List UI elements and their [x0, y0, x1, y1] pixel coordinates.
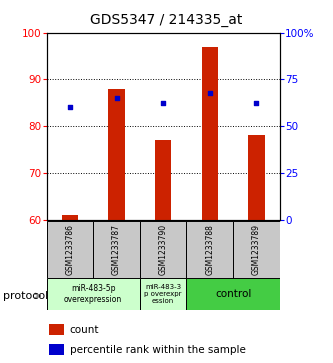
- Text: percentile rank within the sample: percentile rank within the sample: [70, 345, 246, 355]
- Bar: [62, 215, 78, 220]
- Point: [67, 105, 73, 110]
- Text: GSM1233788: GSM1233788: [205, 224, 214, 275]
- Text: miR-483-3
p overexpr
ession: miR-483-3 p overexpr ession: [145, 284, 182, 304]
- Text: count: count: [70, 325, 99, 335]
- Text: protocol: protocol: [3, 291, 49, 301]
- Bar: [186, 278, 280, 310]
- Bar: [47, 221, 93, 278]
- Bar: [248, 135, 264, 220]
- Bar: [202, 47, 218, 220]
- Bar: [155, 140, 171, 220]
- Point: [254, 100, 259, 106]
- Bar: [109, 89, 125, 220]
- Text: GSM1233787: GSM1233787: [112, 224, 121, 275]
- Bar: [186, 221, 233, 278]
- Text: GDS5347 / 214335_at: GDS5347 / 214335_at: [90, 13, 243, 28]
- Bar: [49, 344, 64, 355]
- Text: GSM1233786: GSM1233786: [65, 224, 75, 275]
- Point: [114, 95, 119, 101]
- Bar: [140, 221, 186, 278]
- Text: GSM1233790: GSM1233790: [159, 224, 168, 275]
- Point: [161, 100, 166, 106]
- Text: control: control: [215, 289, 251, 299]
- Bar: [93, 221, 140, 278]
- Bar: [140, 278, 186, 310]
- Text: miR-483-5p
overexpression: miR-483-5p overexpression: [64, 284, 122, 304]
- Bar: [233, 221, 280, 278]
- Text: GSM1233789: GSM1233789: [252, 224, 261, 275]
- Bar: [49, 324, 64, 335]
- Point: [207, 90, 212, 96]
- Bar: [47, 278, 140, 310]
